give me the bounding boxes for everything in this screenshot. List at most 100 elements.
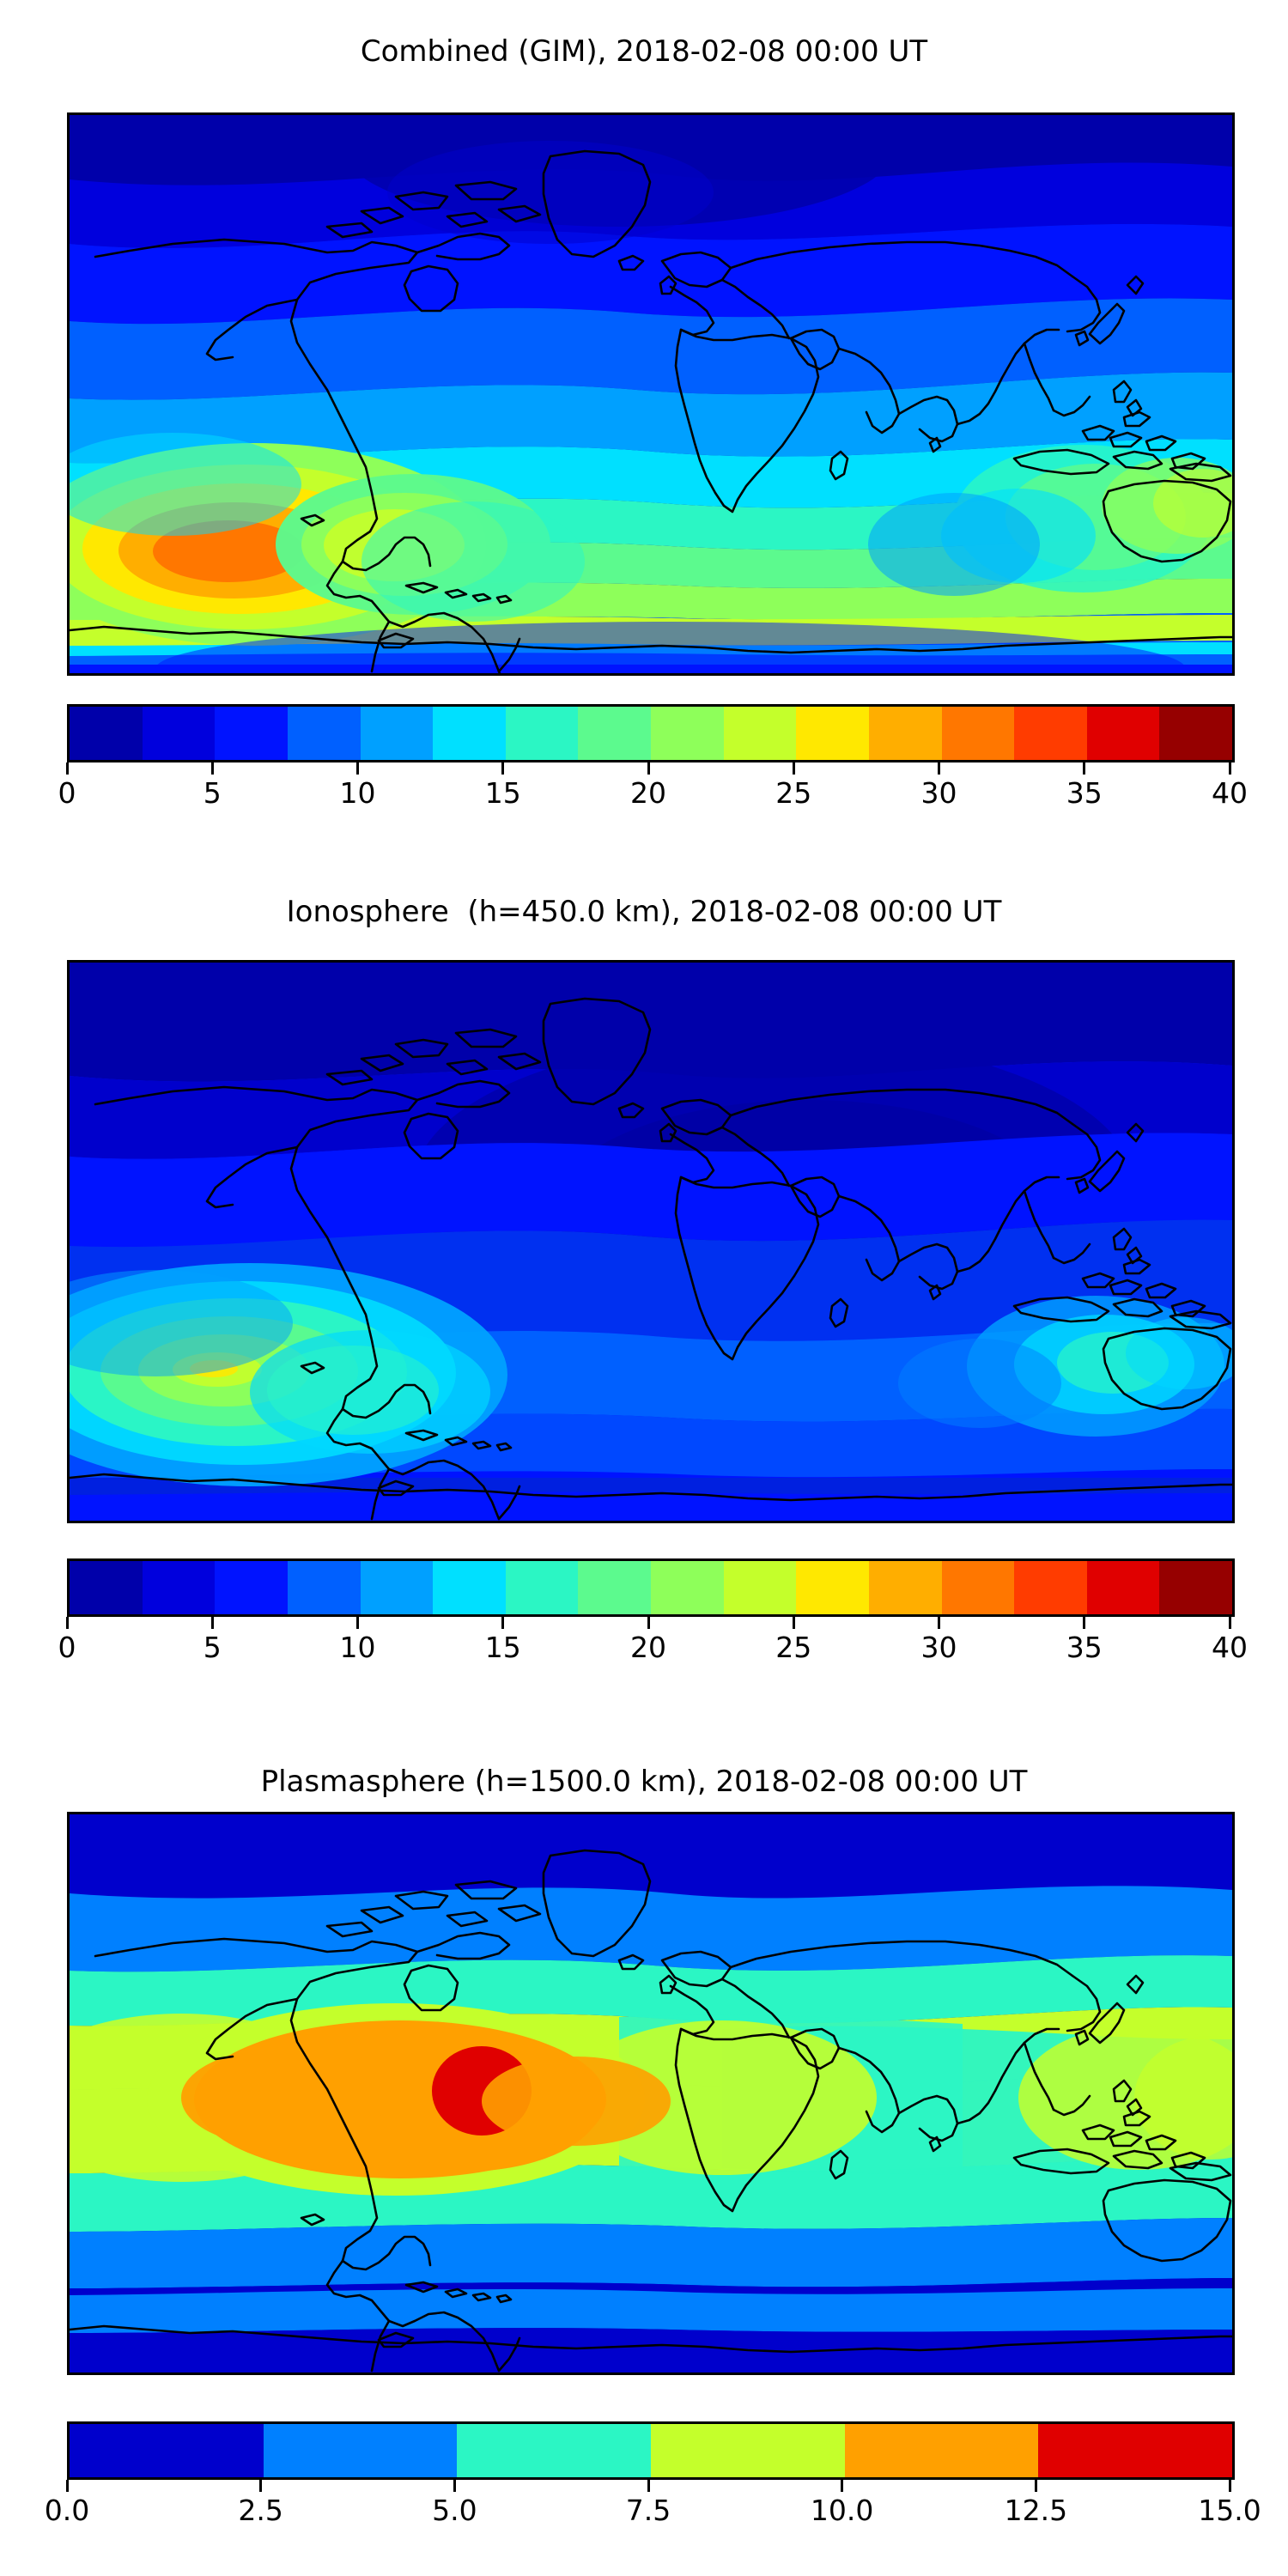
colorbar-swatches-combined-gim [67, 704, 1235, 762]
panel-ionosphere-450km: Ionosphere (h=450.0 km), 2018-02-08 00:0… [0, 859, 1288, 1717]
colorbar-segment-13 [1014, 1561, 1087, 1614]
colorbar-segment-9 [723, 707, 797, 760]
colorbar-ticks-ionosphere-450km [64, 1617, 1232, 1629]
colorbar-tick-2 [453, 2480, 456, 2492]
map-canvas-ionosphere-450km [70, 963, 1232, 1521]
colorbar-swatches-plasmasphere-1500km [67, 2421, 1235, 2480]
colorbar-segment-14 [1086, 707, 1160, 760]
colorbar-tick-4 [647, 762, 650, 775]
colorbar-tick-label-3: 15 [484, 776, 521, 810]
colorbar-labels-combined-gim: 0 5 10 15 20 25 30 35 40 [58, 775, 1249, 814]
colorbar-tick-label-6: 30 [920, 1631, 957, 1664]
colorbar-tick-4 [647, 1617, 650, 1629]
colorbar-segment-0 [70, 2424, 264, 2477]
colorbar-segment-11 [868, 707, 942, 760]
colorbar-tick-1 [259, 2480, 263, 2492]
colorbar-tick-0 [65, 762, 69, 775]
colorbar-tick-label-6: 15.0 [1198, 2494, 1261, 2527]
colorbar-segment-6 [505, 1561, 579, 1614]
colorbar-segment-7 [578, 1561, 651, 1614]
colorbar-tick-label-7: 35 [1066, 1631, 1103, 1664]
colorbar-tick-label-8: 40 [1212, 776, 1248, 810]
colorbar-segment-0 [70, 707, 143, 760]
colorbar-tick-label-8: 40 [1212, 1631, 1248, 1664]
colorbar-tick-label-2: 5.0 [432, 2494, 477, 2527]
colorbar-segment-12 [941, 707, 1015, 760]
map-canvas-plasmasphere-1500km [70, 1814, 1232, 2372]
colorbar-segment-4 [844, 2424, 1039, 2477]
colorbar-segment-1 [263, 2424, 458, 2477]
colorbar-tick-0 [65, 2480, 69, 2492]
map-ionosphere-450km [67, 960, 1235, 1523]
colorbar-tick-2 [356, 1617, 359, 1629]
colorbar-tick-6 [938, 762, 940, 775]
colorbar-tick-label-5: 25 [775, 776, 812, 810]
colorbar-segment-8 [651, 1561, 724, 1614]
colorbar-tick-3 [501, 1617, 505, 1629]
colorbar-ticks-plasmasphere-1500km [64, 2480, 1232, 2492]
colorbar-segment-14 [1086, 1561, 1160, 1614]
colorbar-tick-8 [1228, 762, 1231, 775]
colorbar-tick-1 [210, 1617, 214, 1629]
colorbar-segment-4 [360, 707, 434, 760]
colorbar-tick-5 [792, 762, 795, 775]
colorbar-segment-6 [505, 707, 579, 760]
colorbar-segment-1 [142, 1561, 216, 1614]
colorbar-tick-label-0: 0 [58, 776, 76, 810]
colorbar-ticks-combined-gim [64, 762, 1232, 775]
colorbar-segment-2 [215, 707, 288, 760]
map-canvas-combined-gim [70, 115, 1232, 673]
colorbar-segment-3 [287, 707, 361, 760]
colorbar-segment-2 [457, 2424, 652, 2477]
colorbar-plasmasphere-1500km: 0.0 2.5 5.0 7.5 10.0 12.5 15.0 [45, 2421, 1261, 2531]
colorbar-tick-5 [792, 1617, 795, 1629]
colorbar-segment-9 [723, 1561, 797, 1614]
colorbar-segment-8 [651, 707, 724, 760]
colorbar-tick-label-4: 20 [630, 1631, 666, 1664]
colorbar-segment-2 [215, 1561, 288, 1614]
colorbar-tick-label-6: 30 [920, 776, 957, 810]
colorbar-segment-15 [1159, 707, 1232, 760]
colorbar-combined-gim: 0 5 10 15 20 25 30 35 40 [58, 704, 1249, 814]
panel-title-plasmasphere-1500km: Plasmasphere (h=1500.0 km), 2018-02-08 0… [260, 1765, 1028, 1799]
colorbar-swatches-ionosphere-450km [67, 1558, 1235, 1617]
colorbar-tick-7 [1083, 1617, 1086, 1629]
colorbar-labels-ionosphere-450km: 0 5 10 15 20 25 30 35 40 [58, 1629, 1249, 1668]
colorbar-tick-label-1: 5 [203, 1631, 222, 1664]
colorbar-segment-13 [1014, 707, 1087, 760]
panel-plasmasphere-1500km: Plasmasphere (h=1500.0 km), 2018-02-08 0… [0, 1717, 1288, 2576]
colorbar-tick-3 [501, 762, 505, 775]
colorbar-segment-0 [70, 1561, 143, 1614]
colorbar-tick-8 [1228, 1617, 1231, 1629]
colorbar-segment-1 [142, 707, 216, 760]
colorbar-segment-3 [287, 1561, 361, 1614]
colorbar-tick-4 [841, 2480, 844, 2492]
colorbar-labels-plasmasphere-1500km: 0.0 2.5 5.0 7.5 10.0 12.5 15.0 [45, 2492, 1261, 2531]
colorbar-tick-label-2: 10 [339, 776, 376, 810]
map-combined-gim [67, 112, 1235, 676]
panel-combined-gim: Combined (GIM), 2018-02-08 00:00 UT [0, 0, 1288, 859]
colorbar-tick-0 [65, 1617, 69, 1629]
colorbar-segment-3 [651, 2424, 845, 2477]
colorbar-tick-label-0: 0 [58, 1631, 76, 1664]
colorbar-tick-label-7: 35 [1066, 776, 1103, 810]
colorbar-tick-7 [1083, 762, 1086, 775]
colorbar-segment-11 [868, 1561, 942, 1614]
colorbar-segment-7 [578, 707, 651, 760]
map-plasmasphere-1500km [67, 1812, 1235, 2375]
colorbar-tick-2 [356, 762, 359, 775]
colorbar-tick-label-5: 25 [775, 1631, 812, 1664]
colorbar-tick-label-1: 2.5 [238, 2494, 283, 2527]
colorbar-tick-label-0: 0.0 [44, 2494, 90, 2527]
colorbar-tick-label-2: 10 [339, 1631, 376, 1664]
colorbar-segment-4 [360, 1561, 434, 1614]
colorbar-segment-10 [796, 1561, 869, 1614]
colorbar-segment-5 [433, 707, 506, 760]
panel-title-combined-gim: Combined (GIM), 2018-02-08 00:00 UT [360, 34, 928, 69]
colorbar-tick-label-5: 12.5 [1004, 2494, 1068, 2527]
panel-title-ionosphere-450km: Ionosphere (h=450.0 km), 2018-02-08 00:0… [286, 895, 1002, 929]
colorbar-tick-label-4: 20 [630, 776, 666, 810]
colorbar-tick-label-4: 10.0 [810, 2494, 874, 2527]
colorbar-segment-5 [433, 1561, 506, 1614]
